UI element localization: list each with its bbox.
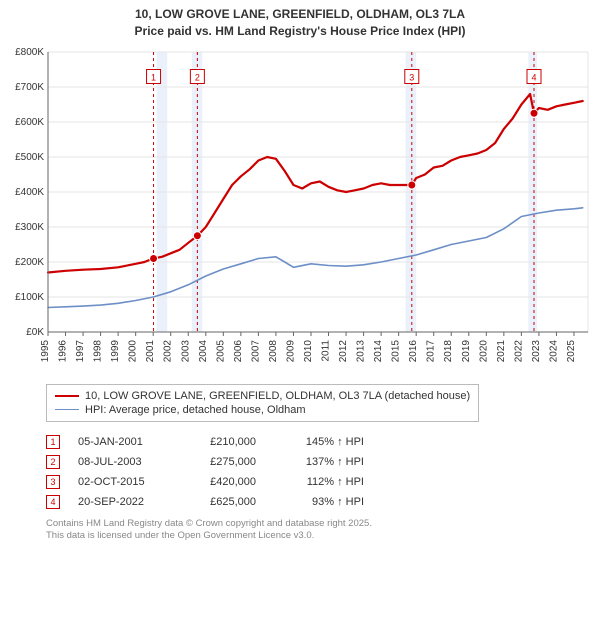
footer-line-1: Contains HM Land Registry data © Crown c…: [46, 518, 592, 530]
event-row: 4 20-SEP-2022 £625,000 93% ↑ HPI: [46, 492, 592, 512]
svg-text:2012: 2012: [338, 339, 349, 362]
svg-text:2: 2: [195, 72, 200, 82]
svg-text:£500K: £500K: [15, 152, 44, 163]
legend-box: 10, LOW GROVE LANE, GREENFIELD, OLDHAM, …: [46, 384, 479, 422]
svg-text:2017: 2017: [426, 339, 437, 362]
footer: Contains HM Land Registry data © Crown c…: [46, 518, 592, 543]
svg-text:2018: 2018: [443, 339, 454, 362]
svg-text:£800K: £800K: [15, 47, 44, 58]
svg-text:2009: 2009: [285, 339, 296, 362]
chart-area: £0K £100K £200K £300K £400K £500K £600K £700K £8…: [8, 46, 592, 376]
legend-row: HPI: Average price, detached house, Oldh…: [55, 403, 470, 417]
event-badge: 3: [46, 475, 60, 489]
svg-text:2023: 2023: [531, 339, 542, 362]
svg-text:£0K: £0K: [26, 327, 44, 338]
svg-text:2022: 2022: [513, 339, 524, 362]
title-line-2: Price paid vs. HM Land Registry's House …: [8, 23, 592, 40]
event-pct: 137% ↑ HPI: [274, 456, 364, 468]
events-table: 1 05-JAN-2001 £210,000 145% ↑ HPI 2 08-JUL-20…: [46, 432, 592, 512]
event-price: £625,000: [186, 496, 256, 508]
event-price: £420,000: [186, 476, 256, 488]
svg-text:2013: 2013: [356, 339, 367, 362]
svg-text:2021: 2021: [496, 339, 507, 362]
svg-text:2004: 2004: [198, 339, 209, 362]
svg-text:2014: 2014: [373, 339, 384, 362]
legend-label: HPI: Average price, detached house, Oldh…: [85, 404, 306, 416]
svg-text:2001: 2001: [145, 339, 156, 362]
event-badge: 4: [46, 495, 60, 509]
title-line-1: 10, LOW GROVE LANE, GREENFIELD, OLDHAM, …: [8, 6, 592, 23]
event-row: 3 02-OCT-2015 £420,000 112% ↑ HPI: [46, 472, 592, 492]
svg-text:2020: 2020: [478, 339, 489, 362]
svg-text:£100K: £100K: [15, 292, 44, 303]
svg-text:1998: 1998: [93, 339, 104, 362]
legend-swatch: [55, 395, 79, 397]
event-date: 20-SEP-2022: [78, 496, 168, 508]
chart-svg: £0K £100K £200K £300K £400K £500K £600K £700K £8…: [8, 46, 592, 376]
legend-label: 10, LOW GROVE LANE, GREENFIELD, OLDHAM, …: [85, 390, 470, 402]
event-price: £275,000: [186, 456, 256, 468]
event-badge: 2: [46, 455, 60, 469]
legend-row: 10, LOW GROVE LANE, GREENFIELD, OLDHAM, …: [55, 389, 470, 403]
svg-text:1996: 1996: [58, 339, 69, 362]
svg-text:£700K: £700K: [15, 82, 44, 93]
svg-text:2010: 2010: [303, 339, 314, 362]
svg-text:2003: 2003: [180, 339, 191, 362]
svg-text:2019: 2019: [461, 339, 472, 362]
event-row: 2 08-JUL-2003 £275,000 137% ↑ HPI: [46, 452, 592, 472]
svg-text:1995: 1995: [40, 339, 51, 362]
svg-text:2002: 2002: [163, 339, 174, 362]
svg-text:1999: 1999: [110, 339, 121, 362]
svg-text:2007: 2007: [250, 339, 261, 362]
svg-text:2024: 2024: [548, 339, 559, 362]
event-date: 02-OCT-2015: [78, 476, 168, 488]
svg-text:£600K: £600K: [15, 117, 44, 128]
svg-text:£200K: £200K: [15, 257, 44, 268]
svg-text:2015: 2015: [391, 339, 402, 362]
page-container: 10, LOW GROVE LANE, GREENFIELD, OLDHAM, …: [0, 0, 600, 546]
footer-line-2: This data is licensed under the Open Gov…: [46, 530, 592, 542]
svg-text:3: 3: [409, 72, 414, 82]
svg-text:£300K: £300K: [15, 222, 44, 233]
event-pct: 93% ↑ HPI: [274, 496, 364, 508]
event-row: 1 05-JAN-2001 £210,000 145% ↑ HPI: [46, 432, 592, 452]
event-date: 08-JUL-2003: [78, 456, 168, 468]
svg-text:2006: 2006: [233, 339, 244, 362]
svg-text:4: 4: [531, 72, 536, 82]
svg-text:1: 1: [151, 72, 156, 82]
svg-text:2025: 2025: [566, 339, 577, 362]
event-pct: 145% ↑ HPI: [274, 436, 364, 448]
svg-text:1997: 1997: [75, 339, 86, 362]
svg-text:£400K: £400K: [15, 187, 44, 198]
legend-swatch: [55, 409, 79, 410]
svg-text:2008: 2008: [268, 339, 279, 362]
svg-text:2011: 2011: [321, 339, 332, 361]
svg-text:2005: 2005: [215, 339, 226, 362]
svg-text:2000: 2000: [128, 339, 139, 362]
event-date: 05-JAN-2001: [78, 436, 168, 448]
event-pct: 112% ↑ HPI: [274, 476, 364, 488]
svg-text:2016: 2016: [408, 339, 419, 362]
event-price: £210,000: [186, 436, 256, 448]
event-badge: 1: [46, 435, 60, 449]
